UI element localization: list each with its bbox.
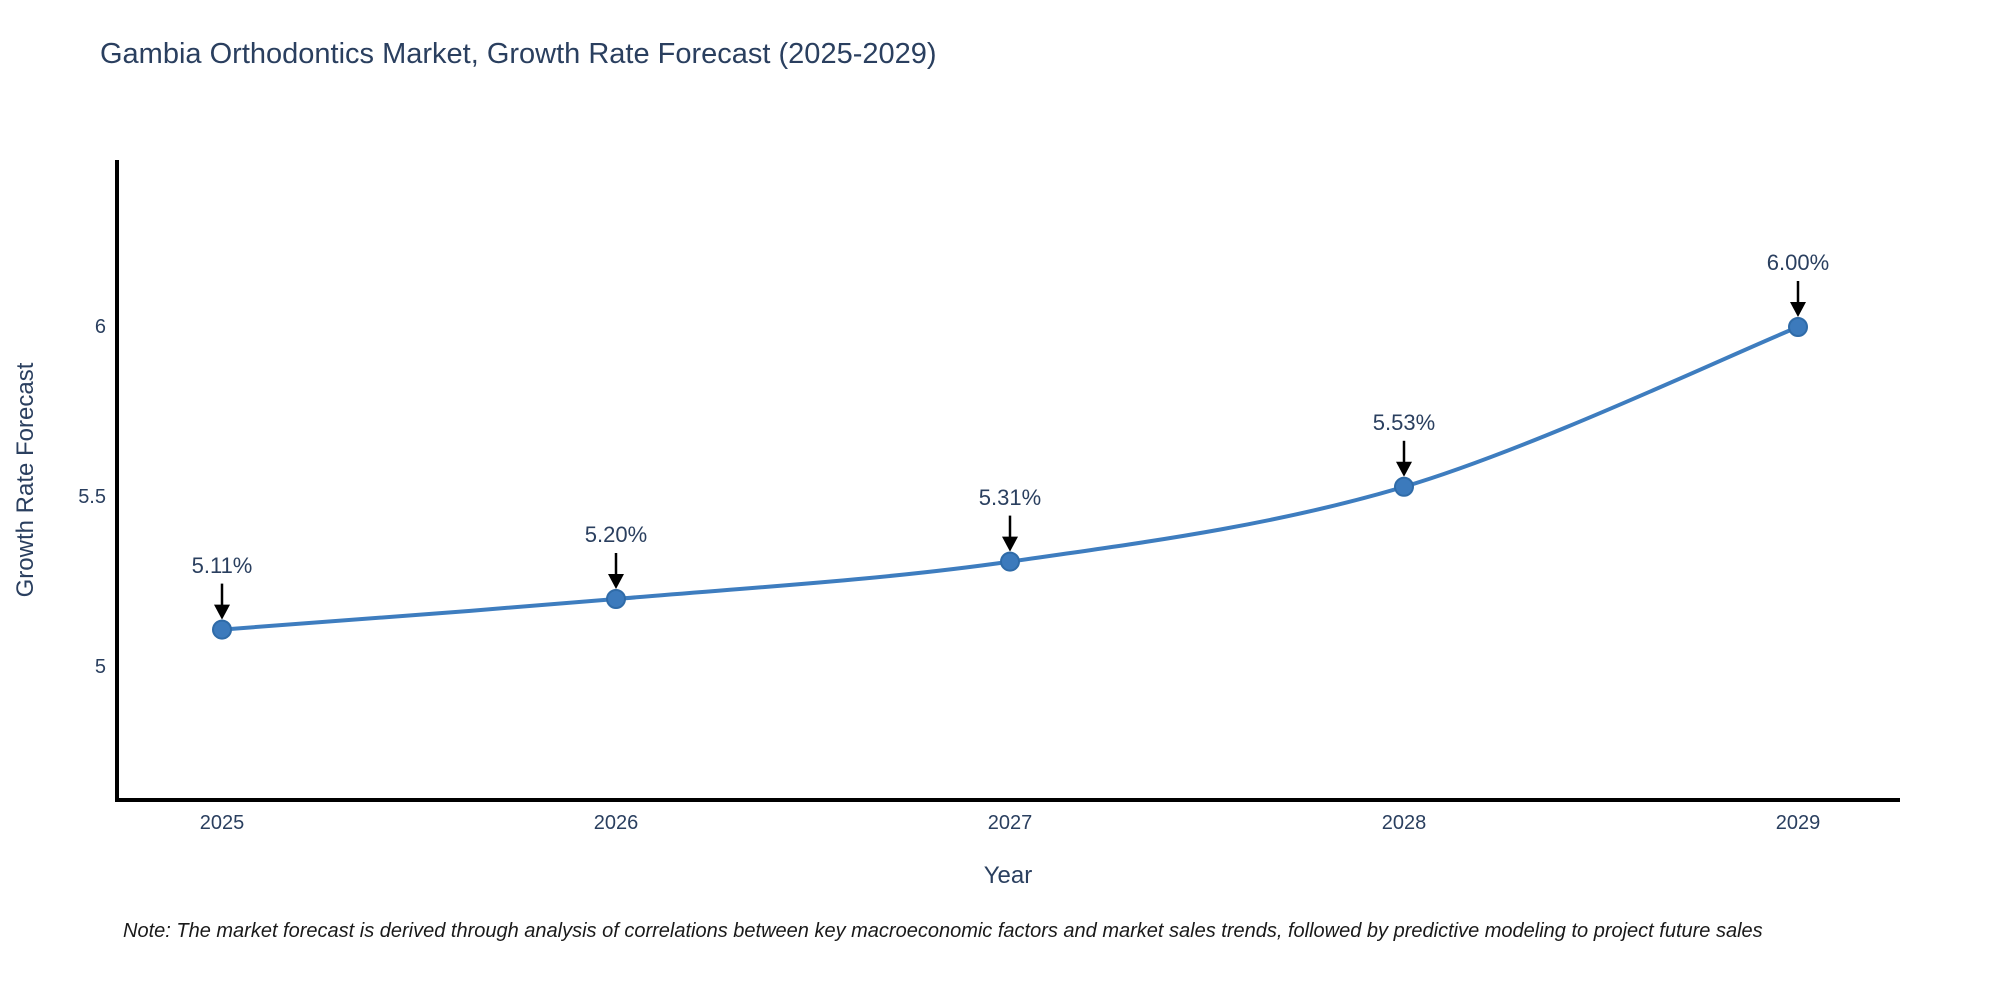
y-tick-label: 5.5 — [78, 486, 106, 508]
data-point-marker — [606, 589, 626, 609]
annotation-arrowhead — [1790, 302, 1806, 317]
annotation-arrowhead — [214, 604, 230, 620]
data-point-marker — [212, 619, 232, 640]
footnote: Note: The market forecast is derived thr… — [123, 920, 1763, 942]
y-tick-label: 5 — [94, 656, 106, 678]
data-point-value-label: 5.31% — [978, 484, 1042, 510]
x-tick-label: 2028 — [1381, 812, 1427, 834]
x-axis-title: Year — [983, 862, 1033, 889]
annotation-arrowhead — [1002, 536, 1018, 552]
x-tick-label: 2026 — [593, 812, 639, 834]
data-point-marker — [1394, 476, 1414, 497]
x-tick-label: 2029 — [1775, 812, 1821, 834]
x-tick-label: 2025 — [199, 812, 245, 834]
data-point-marker — [1000, 551, 1020, 572]
annotation-arrowhead — [1396, 461, 1412, 477]
chart-title: Gambia Orthodontics Market, Growth Rate … — [100, 38, 937, 70]
x-tick-label: 2027 — [987, 812, 1033, 834]
y-tick-label: 6 — [94, 316, 106, 338]
data-point-value-label: 6.00% — [1766, 250, 1830, 275]
data-point-value-label: 5.20% — [584, 522, 648, 547]
annotation-arrowhead — [608, 574, 624, 589]
growth-rate-line — [221, 325, 1799, 632]
data-point-value-label: 5.11% — [191, 552, 253, 578]
data-point-value-label: 5.53% — [1372, 409, 1436, 435]
data-point-marker — [1788, 317, 1808, 337]
